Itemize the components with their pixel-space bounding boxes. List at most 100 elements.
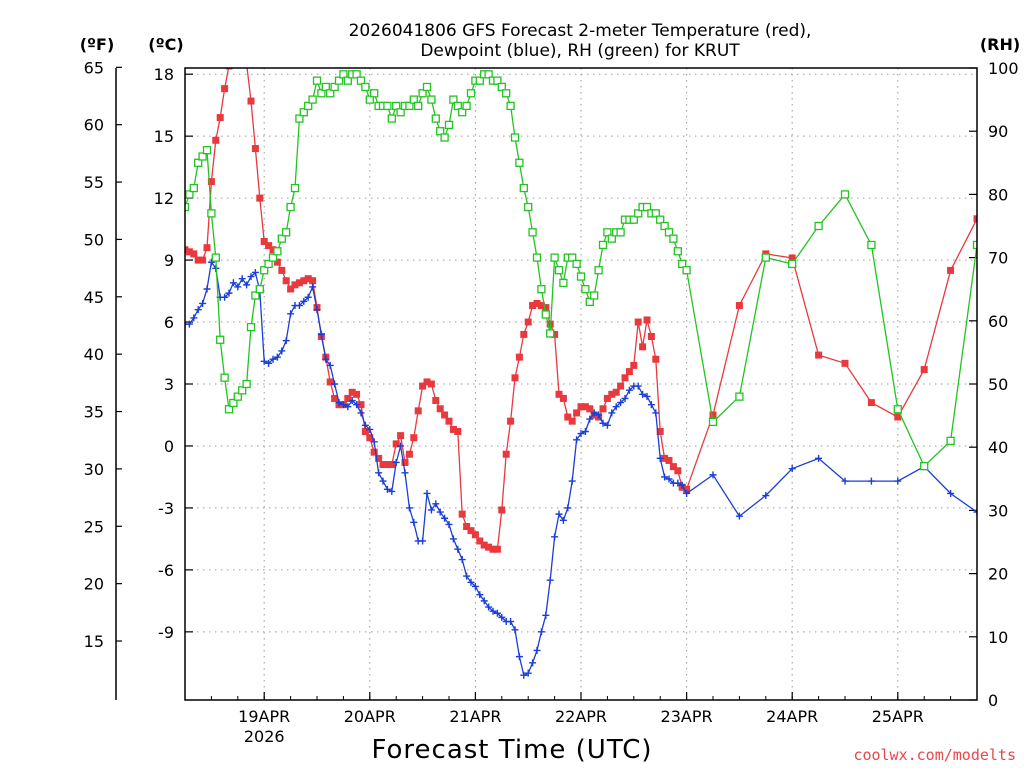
rh-marker bbox=[370, 89, 379, 98]
temperature-marker bbox=[581, 403, 589, 411]
rh-marker bbox=[356, 76, 366, 85]
rh-tick-label: 40 bbox=[988, 438, 1008, 457]
rh-marker bbox=[185, 202, 190, 212]
rh-marker bbox=[246, 322, 256, 332]
rh-marker bbox=[788, 259, 797, 269]
temperature-marker bbox=[414, 407, 422, 415]
rh-marker bbox=[422, 82, 432, 92]
fahrenheit-tick-label: 15 bbox=[84, 632, 104, 651]
temperature-marker bbox=[291, 281, 299, 289]
dewpoint-marker bbox=[207, 258, 215, 266]
temperature-marker bbox=[788, 254, 796, 262]
dewpoint-marker bbox=[225, 289, 233, 297]
fahrenheit-tick-label: 45 bbox=[84, 288, 104, 307]
dewpoint-marker bbox=[586, 415, 594, 423]
temperature-marker bbox=[735, 302, 743, 310]
dewpoint-marker bbox=[366, 425, 374, 433]
temperature-marker bbox=[463, 523, 471, 531]
dewpoint-marker bbox=[564, 504, 572, 512]
dewpoint-marker bbox=[221, 293, 229, 301]
rh-marker bbox=[660, 221, 669, 231]
dewpoint-marker bbox=[269, 355, 277, 363]
rh-marker bbox=[708, 417, 718, 427]
rh-marker bbox=[664, 228, 674, 237]
rh-marker bbox=[524, 202, 533, 212]
rh-marker bbox=[568, 253, 577, 262]
temperature-marker bbox=[419, 382, 427, 390]
temperature-marker bbox=[427, 380, 435, 388]
rh-marker bbox=[317, 89, 326, 98]
rh-marker bbox=[466, 89, 476, 98]
rh-marker bbox=[242, 379, 251, 389]
dewpoint-marker bbox=[674, 479, 682, 487]
dewpoint-marker bbox=[463, 572, 471, 580]
fahrenheit-tick-label: 50 bbox=[84, 230, 104, 249]
rh-marker bbox=[554, 266, 564, 275]
dewpoint-marker bbox=[621, 394, 629, 402]
rh-marker bbox=[761, 253, 770, 262]
temperature-marker bbox=[300, 277, 308, 285]
dewpoint-marker bbox=[577, 430, 585, 438]
dewpoint-marker bbox=[335, 399, 343, 407]
dewpoint-marker bbox=[489, 607, 497, 615]
dewpoint-marker bbox=[441, 514, 449, 522]
temperature-marker bbox=[577, 403, 585, 411]
temperature-marker bbox=[489, 545, 497, 553]
rh-marker bbox=[295, 114, 304, 123]
dewpoint-marker bbox=[568, 477, 576, 485]
temperature-marker bbox=[260, 237, 268, 245]
rh-marker bbox=[669, 234, 678, 243]
rh-marker bbox=[484, 70, 493, 79]
rh-marker bbox=[436, 127, 445, 136]
temperature-marker bbox=[436, 405, 444, 413]
temperature-marker bbox=[344, 394, 352, 402]
temperature-marker bbox=[304, 275, 312, 283]
dewpoint-marker bbox=[467, 578, 475, 586]
rh-marker bbox=[453, 101, 462, 111]
dewpoint-marker bbox=[423, 489, 431, 497]
dewpoint-marker bbox=[617, 399, 625, 407]
dewpoint-marker bbox=[524, 669, 532, 677]
fahrenheit-tick-label: 20 bbox=[84, 575, 104, 594]
rh-marker bbox=[634, 209, 643, 218]
temperature-marker bbox=[643, 316, 651, 324]
dewpoint-marker bbox=[581, 428, 589, 436]
dewpoint-marker bbox=[185, 320, 193, 328]
dewpoint-marker bbox=[815, 454, 823, 462]
date-tick-label: 19APR bbox=[238, 707, 290, 726]
rh-marker bbox=[642, 202, 652, 212]
temperature-marker bbox=[573, 409, 581, 417]
dewpoint-marker bbox=[287, 310, 295, 318]
temperature-marker bbox=[537, 302, 545, 310]
dewpoint-marker bbox=[511, 626, 519, 634]
rh-marker bbox=[607, 234, 616, 243]
rh-marker bbox=[343, 76, 352, 85]
temperature-marker bbox=[397, 432, 405, 440]
rh-tick-label: 60 bbox=[988, 312, 1008, 331]
temperature-marker bbox=[674, 467, 682, 475]
dewpoint-marker bbox=[449, 535, 457, 543]
dewpoint-marker bbox=[353, 401, 361, 409]
dewpoint-marker bbox=[595, 411, 603, 419]
rh-marker bbox=[458, 108, 467, 117]
rh-tick-label: 0 bbox=[988, 691, 998, 710]
dewpoint-marker bbox=[322, 355, 330, 363]
rh-marker bbox=[616, 228, 625, 237]
rh-marker bbox=[396, 108, 405, 117]
dewpoint-marker bbox=[520, 671, 528, 679]
rh-marker bbox=[528, 228, 537, 237]
rh-marker bbox=[392, 101, 401, 111]
rh-marker bbox=[893, 405, 902, 414]
temperature-marker bbox=[665, 456, 673, 464]
dewpoint-marker bbox=[229, 279, 237, 287]
fahrenheit-unit-label: (ºF) bbox=[80, 35, 115, 54]
rh-marker bbox=[224, 405, 234, 414]
dewpoint-marker bbox=[427, 506, 435, 514]
rh-marker bbox=[273, 247, 282, 256]
temperature-marker bbox=[498, 506, 506, 514]
rh-marker bbox=[238, 386, 247, 395]
temperature-marker bbox=[467, 527, 475, 535]
celsius-tick-label: 9 bbox=[164, 251, 174, 270]
rh-marker bbox=[594, 266, 603, 275]
temperature-marker bbox=[203, 244, 211, 252]
